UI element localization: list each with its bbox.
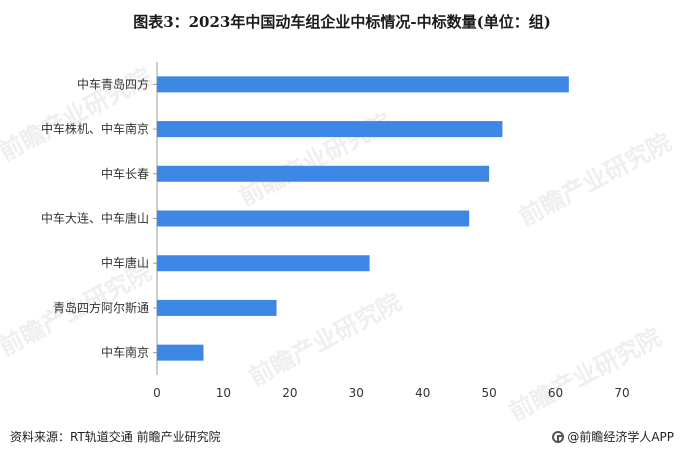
bar [157, 121, 503, 138]
y-tick-label: 中车株机、中车南京 [41, 121, 149, 136]
x-tick-label: 0 [153, 386, 161, 400]
chart-title: 图表3：2023年中国动车组企业中标情况-中标数量(单位：组) [133, 13, 551, 31]
app-credit: @前瞻经济学人APP [552, 428, 674, 445]
footer: 资料来源：RT轨道交通 前瞻产业研究院 @前瞻经济学人APP [0, 428, 684, 455]
bar [157, 344, 204, 361]
x-tick-label: 30 [349, 386, 364, 400]
y-tick-label: 中车青岛四方 [77, 76, 149, 91]
bar [157, 165, 490, 182]
y-tick-label: 中车唐山 [101, 255, 149, 270]
qianzhan-logo-icon [552, 430, 565, 443]
bar-chart: 中车青岛四方中车株机、中车南京中车长春中车大连、中车唐山中车唐山青岛四方阿尔斯通… [41, 62, 630, 400]
y-tick-label: 中车南京 [101, 345, 149, 360]
x-tick-label: 50 [482, 386, 497, 400]
x-tick-label: 20 [282, 386, 297, 400]
x-tick-label: 60 [548, 386, 563, 400]
app-credit-text: @前瞻经济学人APP [567, 430, 674, 444]
y-tick-label: 中车大连、中车唐山 [41, 211, 149, 226]
x-tick-label: 10 [216, 386, 231, 400]
bar [157, 255, 370, 272]
x-tick-label: 40 [415, 386, 430, 400]
bar [157, 299, 277, 316]
y-tick-label: 中车长春 [101, 166, 149, 181]
source-text: 资料来源：RT轨道交通 前瞻产业研究院 [10, 430, 221, 444]
x-tick-label: 70 [614, 386, 629, 400]
bar [157, 76, 569, 93]
y-tick-label: 青岛四方阿尔斯通 [53, 300, 149, 315]
bar [157, 210, 470, 227]
